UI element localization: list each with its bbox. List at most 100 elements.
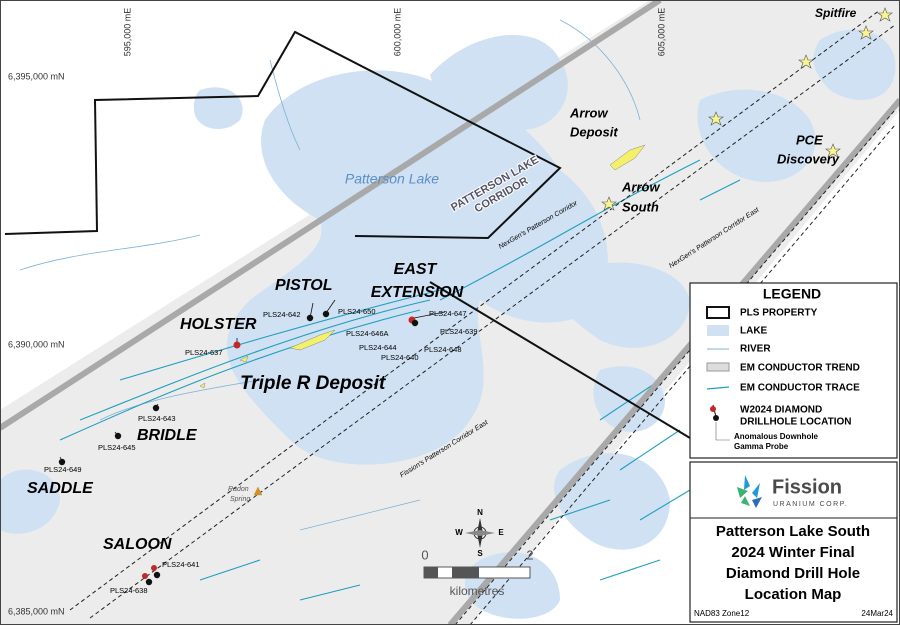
date: 24Mar24 (861, 609, 893, 618)
em-conductor-traces-part (79, 299, 431, 421)
rivers-part (559, 19, 641, 121)
corridor-boundaries-part (454, 109, 896, 626)
scale-unit: kilometres (450, 584, 505, 598)
showings-part (601, 196, 617, 211)
lakes-part (813, 29, 896, 100)
lakes-part (227, 70, 608, 465)
scale-label: 0 (421, 547, 428, 562)
map-title: Location Map (745, 586, 842, 603)
place-label: Spitfire (815, 6, 857, 20)
place-label: HOLSTER (180, 316, 257, 333)
showings (601, 7, 893, 211)
company-subtitle: URANIUM CORP. (773, 501, 848, 508)
title-block: Fission URANIUM CORP. Patterson Lake Sou… (689, 461, 898, 623)
scale-bar: 0 2 kilometres (421, 547, 533, 598)
em-conductor-traces-part (549, 499, 611, 521)
drill-collars-part (411, 319, 419, 327)
drillhole-label: PLS24-650 (338, 307, 376, 316)
place-label: Deposit (570, 124, 618, 139)
drill-collars-part (58, 458, 66, 466)
em-conductor-traces-part (599, 379, 661, 421)
compass-letter: N (477, 508, 483, 517)
property-boundary-part (429, 281, 691, 439)
showings-part (708, 111, 724, 126)
legend: LEGEND PLS PROPERTY LAKE RIVER EM CONDUC… (689, 282, 898, 459)
legend-item: EM CONDUCTOR TREND (740, 363, 860, 374)
drillhole-label: PLS24-649 (44, 465, 82, 474)
lakes-part (593, 366, 665, 432)
grid-labels: 595,000 mE 600,000 mE 605,000 mE 6,395,0… (8, 8, 666, 617)
drill-collars-part (153, 571, 161, 579)
drillhole-label: PLS24-647 (429, 309, 467, 318)
em-conductor-traces-part (699, 179, 741, 201)
compass-letter: S (477, 549, 483, 558)
deposits-part (609, 144, 646, 171)
place-label: Patterson Lake (345, 171, 439, 187)
deposits-part (289, 329, 336, 351)
company-logo-part (752, 497, 762, 508)
em-conductor-traces-part (599, 559, 661, 581)
compass-part (465, 530, 495, 536)
drill-traces-part (325, 299, 336, 314)
showings-part (798, 54, 814, 69)
drillhole-label: PLS24-640 (381, 353, 419, 362)
company-logo-part (737, 487, 748, 498)
company-logo-part (741, 496, 750, 506)
drill-collars (58, 310, 419, 586)
showings-part (877, 7, 893, 22)
property-boundary (4, 30, 691, 439)
em-conductor-traces-part (639, 489, 691, 521)
legend-item: DRILLHOLE LOCATION (740, 417, 851, 428)
scale-bar-part (424, 567, 438, 578)
legend-note: Gamma Probe (734, 442, 789, 451)
drillhole-label: PLS24-642 (263, 310, 301, 319)
lakes-part (557, 262, 690, 348)
place-label: EAST (394, 261, 438, 278)
place-label: PISTOL (275, 277, 333, 294)
em-conductor-traces-part (119, 289, 441, 381)
scale-bar-part (452, 567, 479, 578)
drillhole-label: PLS24-638 (110, 586, 148, 595)
place-label: Arrow (621, 179, 660, 194)
place-label: BRIDLE (137, 427, 198, 444)
legend-title: LEGEND (763, 286, 821, 302)
company-logo-part (744, 475, 750, 490)
drill-traces-part (413, 311, 446, 319)
em-conductor-traces-part (619, 429, 681, 471)
rivers-part (299, 499, 421, 531)
legend-item: EM CONDUCTOR TRACE (740, 383, 860, 394)
showings-part (858, 25, 874, 40)
showings-part (825, 143, 841, 158)
compass-letter: W (455, 528, 463, 537)
easting-label: 605,000 mE (656, 8, 666, 57)
scale-label: 2 (526, 547, 533, 562)
drillhole-label: PLS24-648 (424, 345, 462, 354)
legend-item: RIVER (740, 344, 771, 355)
legend-item: LAKE (740, 326, 768, 337)
legend-swatch (707, 325, 729, 336)
northing-label: 6,395,000 mN (8, 71, 65, 81)
legend-leader (715, 422, 730, 441)
place-label: Triple R Deposit (240, 373, 386, 394)
company-name: Fission (772, 476, 842, 498)
corridor-boundaries-part (469, 124, 896, 626)
drill-collars-part (114, 432, 122, 440)
northing-label: 6,390,000 mN (8, 339, 65, 349)
em-conductor-trend-part (0, 0, 662, 431)
lakes-part (430, 34, 568, 130)
drill-collars-part (233, 341, 241, 349)
radon-spring-marker (253, 486, 263, 496)
corridor-boundaries-part (89, 24, 896, 619)
place-label: SADDLE (27, 480, 94, 497)
lakes-part (697, 89, 816, 182)
legend-note: Anomalous Downhole (734, 432, 819, 441)
lakes-part (0, 469, 60, 534)
place-label: PCE (796, 132, 823, 147)
deposits-part (239, 355, 249, 363)
em-conductor-traces-part (199, 559, 261, 581)
compass-letter: E (498, 528, 504, 537)
map-title: Diamond Drill Hole (726, 565, 860, 582)
em-conductor-traces (59, 159, 741, 601)
title-block-part (689, 461, 898, 623)
